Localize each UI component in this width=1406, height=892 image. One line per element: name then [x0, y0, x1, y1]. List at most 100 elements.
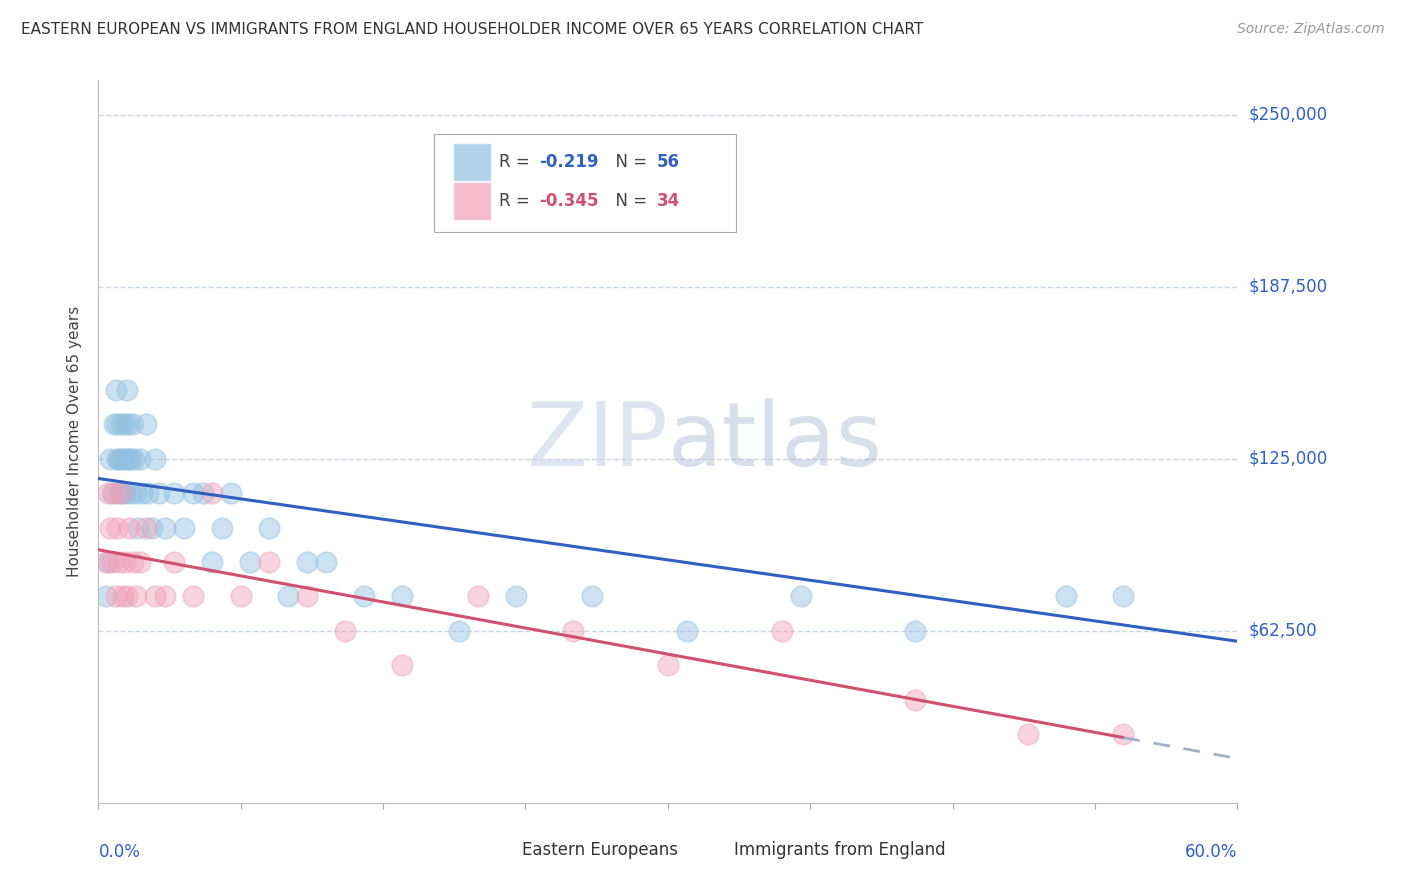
Point	[100, 555, 122, 569]
Point	[135, 520, 157, 534]
Point	[1018, 727, 1040, 741]
Point	[315, 555, 337, 569]
Point	[110, 417, 132, 432]
Point	[118, 417, 141, 432]
Point	[121, 417, 143, 432]
Point	[1112, 590, 1135, 604]
Point	[1112, 727, 1135, 741]
Point	[391, 590, 413, 604]
Point	[904, 692, 927, 706]
Point	[136, 486, 159, 500]
Point	[562, 624, 585, 638]
Point	[114, 417, 136, 432]
FancyBboxPatch shape	[453, 182, 491, 219]
Text: $62,500: $62,500	[1249, 622, 1317, 640]
Text: 56: 56	[657, 153, 679, 171]
Point	[581, 590, 603, 604]
Point	[112, 486, 135, 500]
Point	[107, 451, 129, 466]
Point	[107, 417, 129, 432]
FancyBboxPatch shape	[700, 839, 730, 864]
Point	[657, 658, 679, 673]
Point	[676, 624, 699, 638]
Point	[115, 451, 138, 466]
Point	[110, 451, 132, 466]
Point	[125, 486, 148, 500]
Point	[619, 142, 641, 156]
Point	[108, 486, 131, 500]
Point	[904, 624, 927, 638]
Point	[277, 590, 299, 604]
Point	[153, 520, 176, 534]
Point	[97, 486, 120, 500]
Point	[107, 520, 129, 534]
Text: N =: N =	[605, 192, 652, 210]
Point	[449, 624, 471, 638]
Point	[120, 486, 142, 500]
Point	[121, 555, 143, 569]
Text: Immigrants from England: Immigrants from England	[734, 841, 945, 859]
Point	[163, 486, 186, 500]
Point	[259, 555, 281, 569]
Point	[790, 590, 813, 604]
Point	[141, 520, 163, 534]
Point	[335, 624, 357, 638]
Point	[114, 486, 136, 500]
Point	[98, 520, 121, 534]
Point	[183, 590, 205, 604]
Y-axis label: Householder Income Over 65 years: Householder Income Over 65 years	[67, 306, 83, 577]
Text: Eastern Europeans: Eastern Europeans	[522, 841, 678, 859]
Point	[148, 486, 170, 500]
Point	[115, 383, 138, 397]
Text: EASTERN EUROPEAN VS IMMIGRANTS FROM ENGLAND HOUSEHOLDER INCOME OVER 65 YEARS COR: EASTERN EUROPEAN VS IMMIGRANTS FROM ENGL…	[21, 22, 924, 37]
Point	[118, 520, 141, 534]
Point	[103, 417, 125, 432]
Point	[183, 486, 205, 500]
Point	[229, 590, 252, 604]
Point	[770, 624, 793, 638]
Text: 34: 34	[657, 192, 679, 210]
Point	[127, 520, 149, 534]
Point	[239, 555, 262, 569]
Text: R =: R =	[499, 192, 536, 210]
Text: $187,500: $187,500	[1249, 277, 1327, 296]
Point	[100, 486, 122, 500]
Text: $250,000: $250,000	[1249, 105, 1327, 124]
Point	[125, 590, 148, 604]
Text: $125,000: $125,000	[1249, 450, 1327, 467]
Point	[104, 383, 127, 397]
Point	[211, 520, 233, 534]
Text: -0.345: -0.345	[538, 192, 599, 210]
Point	[145, 451, 167, 466]
Point	[97, 555, 120, 569]
FancyBboxPatch shape	[453, 143, 491, 181]
Point	[1056, 590, 1078, 604]
Point	[108, 555, 131, 569]
Point	[98, 451, 121, 466]
Point	[103, 486, 125, 500]
Point	[120, 451, 142, 466]
Point	[173, 520, 195, 534]
Point	[124, 451, 146, 466]
Point	[297, 590, 319, 604]
Point	[221, 486, 243, 500]
Point	[163, 555, 186, 569]
Point	[129, 451, 152, 466]
Point	[467, 590, 489, 604]
Text: atlas: atlas	[668, 398, 883, 485]
Text: 60.0%: 60.0%	[1185, 843, 1237, 861]
Point	[135, 417, 157, 432]
Text: R =: R =	[499, 153, 536, 171]
Point	[259, 520, 281, 534]
Point	[115, 590, 138, 604]
Text: ZIP: ZIP	[527, 398, 668, 485]
Text: 0.0%: 0.0%	[98, 843, 141, 861]
Point	[112, 451, 135, 466]
Point	[201, 555, 224, 569]
Text: -0.219: -0.219	[538, 153, 599, 171]
Text: N =: N =	[605, 153, 652, 171]
Point	[297, 555, 319, 569]
Point	[129, 555, 152, 569]
Point	[112, 590, 135, 604]
Point	[118, 451, 141, 466]
